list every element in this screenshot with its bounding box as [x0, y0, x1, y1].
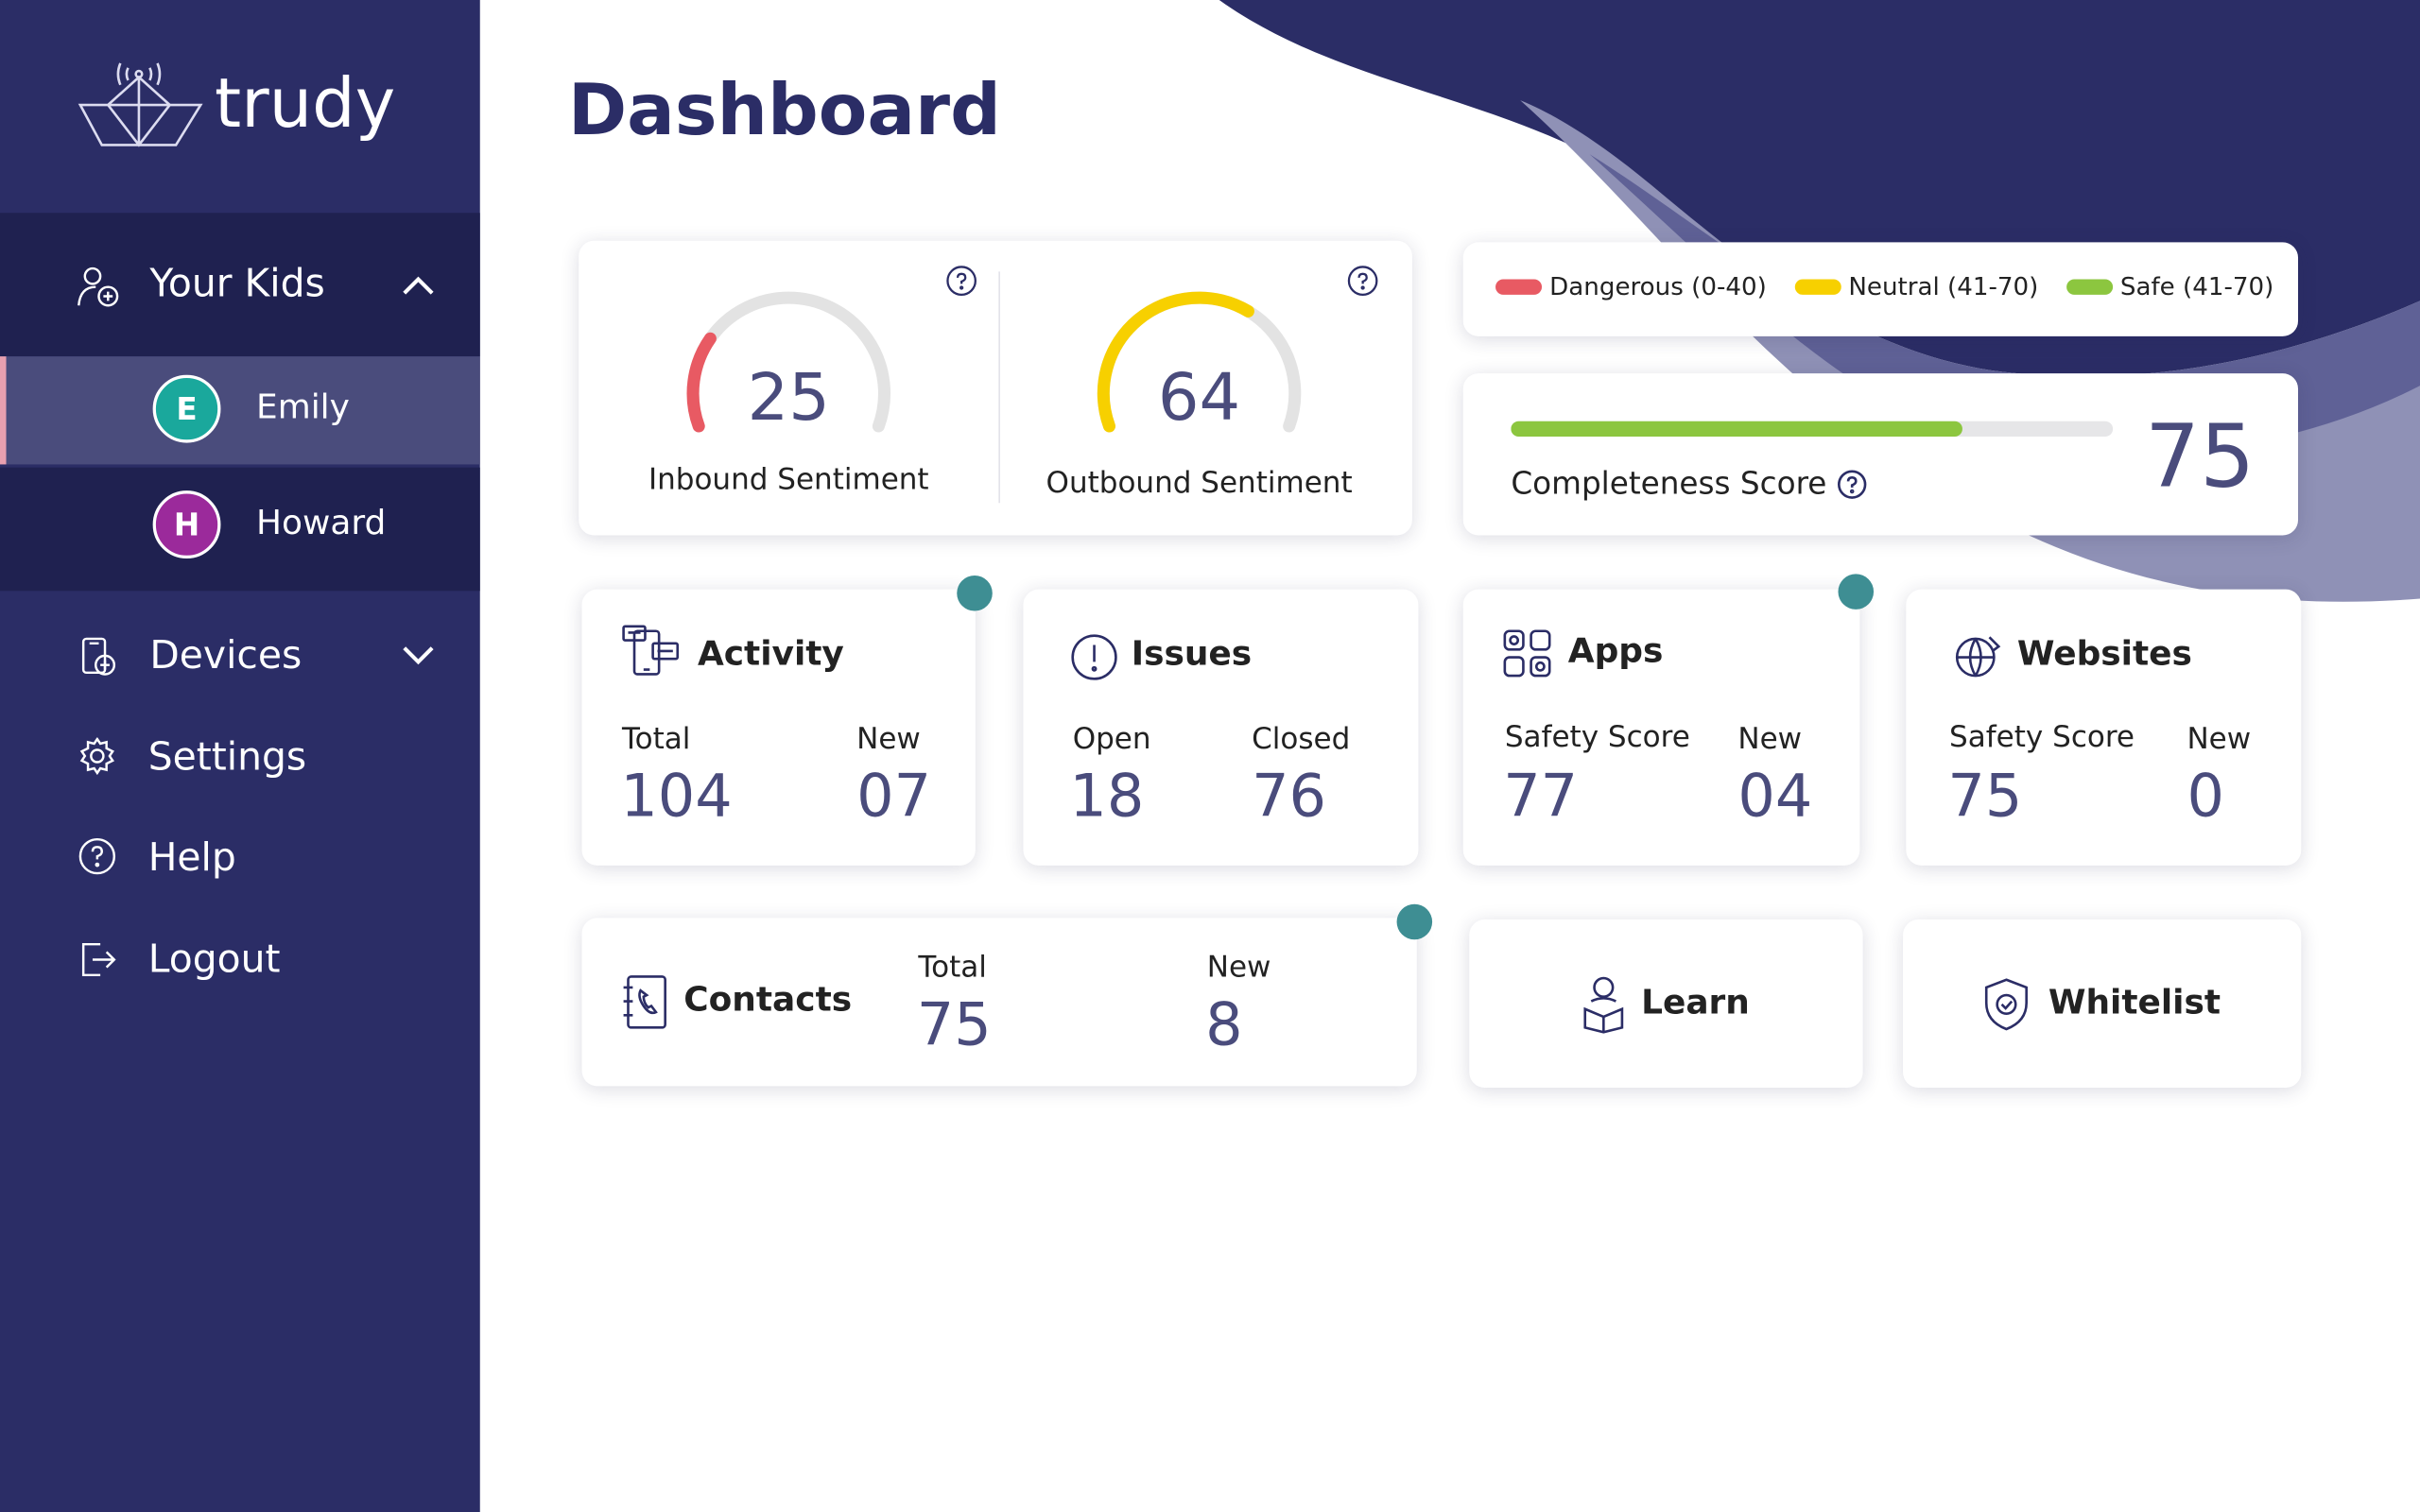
stat-value: 77	[1503, 762, 1579, 831]
legend-item: Neutral (41-70)	[1794, 271, 2038, 301]
stat-value: 75	[916, 990, 992, 1058]
card-title: Apps	[1567, 632, 1664, 672]
kids-icon	[78, 266, 119, 307]
sidebar: trudy Your Kids E Emily H Howard Devices Set…	[0, 0, 480, 1512]
stat-label: New	[1737, 722, 1803, 756]
help-icon[interactable]	[946, 266, 977, 296]
legend-label: Neutral (41-70)	[1848, 271, 2039, 301]
legend-label: Dangerous (0-40)	[1549, 271, 1767, 301]
completeness-bar	[1511, 421, 2114, 438]
completeness-value: 75	[2144, 407, 2256, 508]
activity-icon	[622, 625, 680, 676]
websites-card[interactable]: Websites Safety Score New 75 0	[1906, 589, 2302, 866]
contacts-icon	[623, 975, 666, 1029]
stat-label: Closed	[1252, 722, 1351, 756]
learn-icon	[1583, 975, 1624, 1033]
card-title: Websites	[2016, 635, 2192, 675]
kid-name: Howard	[256, 504, 387, 543]
divider	[998, 271, 1000, 504]
whitelist-icon	[1985, 977, 2029, 1030]
chevron-up	[403, 276, 434, 295]
stat-label: Open	[1072, 722, 1151, 756]
whitelist-card[interactable]: Whitelist	[1903, 919, 2302, 1089]
stat-value: 104	[620, 762, 733, 831]
legend-swatch	[1794, 278, 1841, 295]
issues-icon	[1071, 634, 1117, 680]
kid-avatar: E	[152, 374, 221, 443]
legend: Dangerous (0-40) Neutral (41-70) Safe (41-…	[1495, 271, 2273, 301]
stat-value: 8	[1205, 990, 1243, 1058]
legend-swatch	[2066, 278, 2113, 295]
kid-row[interactable]: E Emily	[0, 356, 480, 465]
sentiment-card: 25 Inbound Sentiment 64 Outbound Sentiment	[579, 240, 1412, 536]
stat-label: New	[856, 722, 921, 756]
card-title: Issues	[1131, 635, 1253, 675]
bar-fill	[1511, 421, 1962, 438]
gauge-fill	[1097, 291, 1254, 433]
legend-card: Dangerous (0-40) Neutral (41-70) Safe (41-…	[1462, 242, 2299, 336]
learn-card[interactable]: Learn	[1469, 919, 1863, 1089]
stat-value: 04	[1737, 762, 1813, 831]
gauge-label: Outbound Sentiment	[1046, 466, 1353, 500]
websites-icon	[1955, 636, 2001, 678]
help-icon[interactable]	[1837, 469, 1868, 500]
action-label: Learn	[1641, 984, 1750, 1023]
nav-label[interactable]: Devices	[149, 632, 302, 678]
apps-icon	[1503, 629, 1551, 678]
brand: trudy	[214, 64, 396, 144]
gauge-label: Inbound Sentiment	[648, 463, 929, 497]
stat-label: New	[1206, 950, 1271, 985]
stat-label: Safety Score	[1949, 720, 2135, 755]
notification-dot	[1396, 903, 1433, 940]
legend-item: Safe (41-70)	[2066, 271, 2274, 301]
gauge-value: 64	[1158, 360, 1240, 436]
logo-icon	[78, 62, 203, 147]
nav-label[interactable]: Help	[147, 834, 236, 880]
stat-value: 76	[1252, 762, 1327, 831]
notification-dot	[957, 575, 993, 611]
kid-avatar: H	[152, 490, 221, 559]
kids-toggle[interactable]: Your Kids	[0, 213, 480, 357]
legend-label: Safe (41-70)	[2119, 271, 2274, 301]
activity-card[interactable]: Activity Total New 104 07	[581, 589, 976, 866]
stat-label: New	[2187, 722, 2252, 756]
menu-icon	[81, 942, 116, 977]
card-title: Contacts	[683, 981, 853, 1021]
apps-card[interactable]: Apps Safety Score New 77 04	[1462, 589, 1860, 866]
stat-value: 0	[2187, 762, 2224, 831]
menu-icon	[81, 637, 116, 676]
kid-row[interactable]: H Howard	[0, 467, 480, 592]
stat-value: 75	[1947, 762, 2023, 831]
completeness-label: Completeness Score	[1511, 464, 1827, 502]
chevron-down	[403, 646, 434, 665]
nav-label: Your Kids	[149, 260, 325, 306]
legend-swatch	[1495, 278, 1543, 295]
contacts-card[interactable]: Contacts Total New 75 8	[581, 918, 1417, 1087]
card-title: Activity	[697, 635, 844, 675]
gauges: 25 Inbound Sentiment 64 Outbound Sentiment	[648, 266, 1378, 500]
nav-label[interactable]: Logout	[147, 936, 281, 982]
stat-label: Total	[621, 722, 691, 756]
notification-dot	[1838, 574, 1875, 610]
gauge-fill	[686, 332, 717, 433]
menu-icon	[78, 837, 116, 875]
action-label: Whitelist	[2048, 984, 2221, 1023]
help-icon[interactable]	[1347, 266, 1378, 296]
stat-label: Total	[918, 950, 987, 985]
stat-value: 07	[856, 762, 932, 831]
issues-card[interactable]: Issues Open Closed 18 76	[1023, 589, 1419, 866]
menu-icon	[79, 737, 114, 776]
legend-item: Dangerous (0-40)	[1495, 271, 1767, 301]
stat-label: Safety Score	[1504, 720, 1690, 755]
page-title: Dashboard	[567, 67, 1001, 151]
completeness-card: Completeness Score 75	[1462, 373, 2299, 536]
nav-label[interactable]: Settings	[147, 734, 307, 780]
stat-value: 18	[1069, 762, 1145, 831]
kid-name: Emily	[256, 388, 350, 428]
gauge-value: 25	[748, 360, 830, 436]
